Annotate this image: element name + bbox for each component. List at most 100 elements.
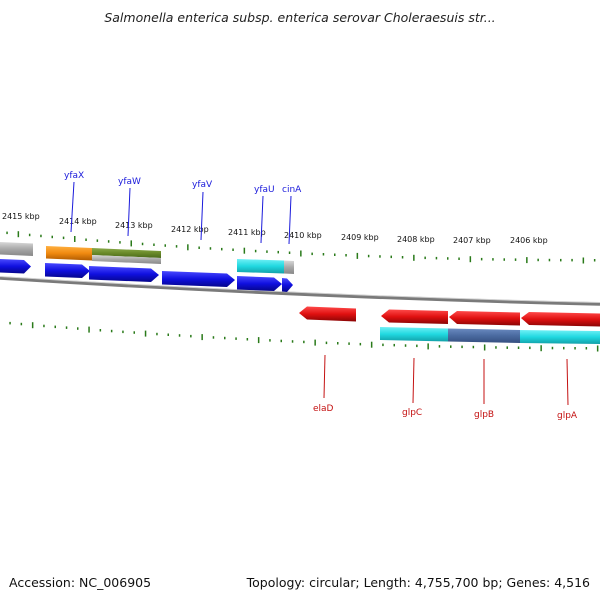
gene-arrow-forward[interactable] (0, 259, 31, 274)
major-tick (17, 231, 20, 238)
leader-line-yfaX (70, 181, 75, 233)
minor-tick (40, 234, 42, 238)
gene-label-yfaW[interactable]: yfaW (118, 177, 141, 187)
gene-arrow-cinA[interactable] (282, 278, 293, 292)
gene-label-yfaU[interactable]: yfaU (254, 185, 275, 195)
gene-label-glpA[interactable]: glpA (557, 411, 578, 421)
major-tick (370, 341, 373, 348)
minor-tick (593, 259, 596, 262)
minor-tick (416, 344, 418, 348)
minor-tick (28, 233, 31, 237)
minor-tick (99, 329, 102, 332)
minor-tick (235, 337, 237, 340)
gene-arrow-yfaX[interactable] (45, 263, 90, 278)
major-tick (130, 240, 132, 247)
minor-tick (492, 258, 494, 261)
feature-orange (46, 246, 92, 261)
minor-tick (435, 256, 438, 260)
kbp-label: 2413 kbp (115, 221, 153, 230)
minor-tick (574, 347, 576, 350)
minor-tick (382, 343, 384, 347)
minor-tick (212, 336, 215, 339)
leader-line-cinA (288, 195, 292, 245)
minor-tick (232, 248, 234, 251)
minor-tick (254, 249, 257, 253)
minor-tick (447, 257, 449, 260)
minor-tick (537, 258, 539, 262)
major-tick (243, 247, 246, 254)
minor-tick (495, 346, 497, 349)
minor-tick (458, 257, 460, 260)
gene-arrow-yfaV[interactable] (162, 271, 235, 287)
minor-tick (107, 240, 110, 243)
gene-label-glpB[interactable]: glpB (474, 410, 494, 420)
minor-tick (288, 251, 291, 254)
upper-feature-track (0, 242, 294, 274)
minor-tick (367, 254, 370, 258)
gene-label-yfaV[interactable]: yfaV (192, 180, 213, 190)
minor-tick (345, 254, 347, 257)
feature-grey-right (284, 260, 294, 274)
genome-backbone (0, 276, 600, 306)
kbp-label: 2414 kbp (59, 217, 97, 226)
kbp-label: 2408 kbp (397, 235, 435, 244)
major-tick (88, 326, 90, 333)
minor-tick (54, 325, 56, 329)
minor-tick (560, 258, 562, 262)
gene-arrow-glpA[interactable] (521, 312, 600, 327)
minor-tick (224, 336, 226, 340)
minor-tick (424, 256, 426, 260)
minor-tick (221, 247, 223, 251)
feature-grey-left (0, 242, 33, 256)
kbp-label: 2406 kbp (510, 236, 548, 245)
gene-arrow-yfaW[interactable] (89, 266, 159, 282)
gene-arrow-yfaU[interactable] (237, 276, 282, 291)
major-tick (257, 337, 260, 344)
minor-tick (110, 329, 113, 333)
minor-tick (506, 346, 508, 349)
gene-arrow-glpB[interactable] (449, 311, 520, 326)
gene-arrow-elaD[interactable] (299, 306, 356, 322)
leader-line-yfaW (127, 187, 131, 237)
minor-tick (77, 327, 79, 330)
minor-tick (6, 231, 8, 235)
gene-label-yfaX[interactable]: yfaX (64, 171, 84, 181)
major-tick (526, 257, 528, 264)
kbp-label: 2409 kbp (341, 233, 379, 242)
gene-label-cinA[interactable]: cinA (282, 185, 302, 195)
kbp-label: 2410 kbp (284, 231, 322, 240)
kbp-label: 2411 kbp (228, 228, 266, 237)
minor-tick (480, 257, 483, 261)
minor-tick (9, 321, 11, 325)
minor-tick (303, 340, 305, 344)
minor-tick (62, 236, 65, 240)
forward-gene-labels: yfaX yfaW yfaV yfaU cinA (64, 171, 302, 245)
feature-slate-lower (448, 328, 520, 343)
gene-label-elaD[interactable]: elaD (313, 404, 334, 414)
minor-tick (551, 346, 554, 350)
gene-label-glpC[interactable]: glpC (402, 408, 422, 418)
lower-feature-track (380, 327, 600, 344)
minor-tick (65, 326, 68, 329)
major-tick (31, 322, 34, 329)
feature-cyan-lower-1 (380, 327, 448, 342)
minor-tick (266, 250, 268, 253)
minor-tick (393, 343, 395, 347)
gene-arrow-glpC[interactable] (381, 309, 448, 325)
minor-tick (404, 344, 407, 347)
kbp-label: 2412 kbp (171, 225, 209, 234)
genome-title: Salmonella enterica subsp. enterica sero… (104, 10, 496, 25)
kbp-label: 2415 kbp (2, 212, 40, 221)
minor-tick (133, 331, 135, 334)
minor-tick (450, 345, 452, 348)
kbp-label: 2407 kbp (453, 236, 491, 245)
major-tick (201, 334, 203, 341)
upper-tick-track (6, 231, 596, 264)
feature-olive (92, 248, 161, 258)
minor-tick (325, 341, 328, 345)
minor-tick (401, 256, 404, 259)
major-tick (187, 244, 189, 251)
leader-line-elaD (323, 354, 326, 399)
accession-text: Accession: NC_006905 (9, 575, 152, 590)
